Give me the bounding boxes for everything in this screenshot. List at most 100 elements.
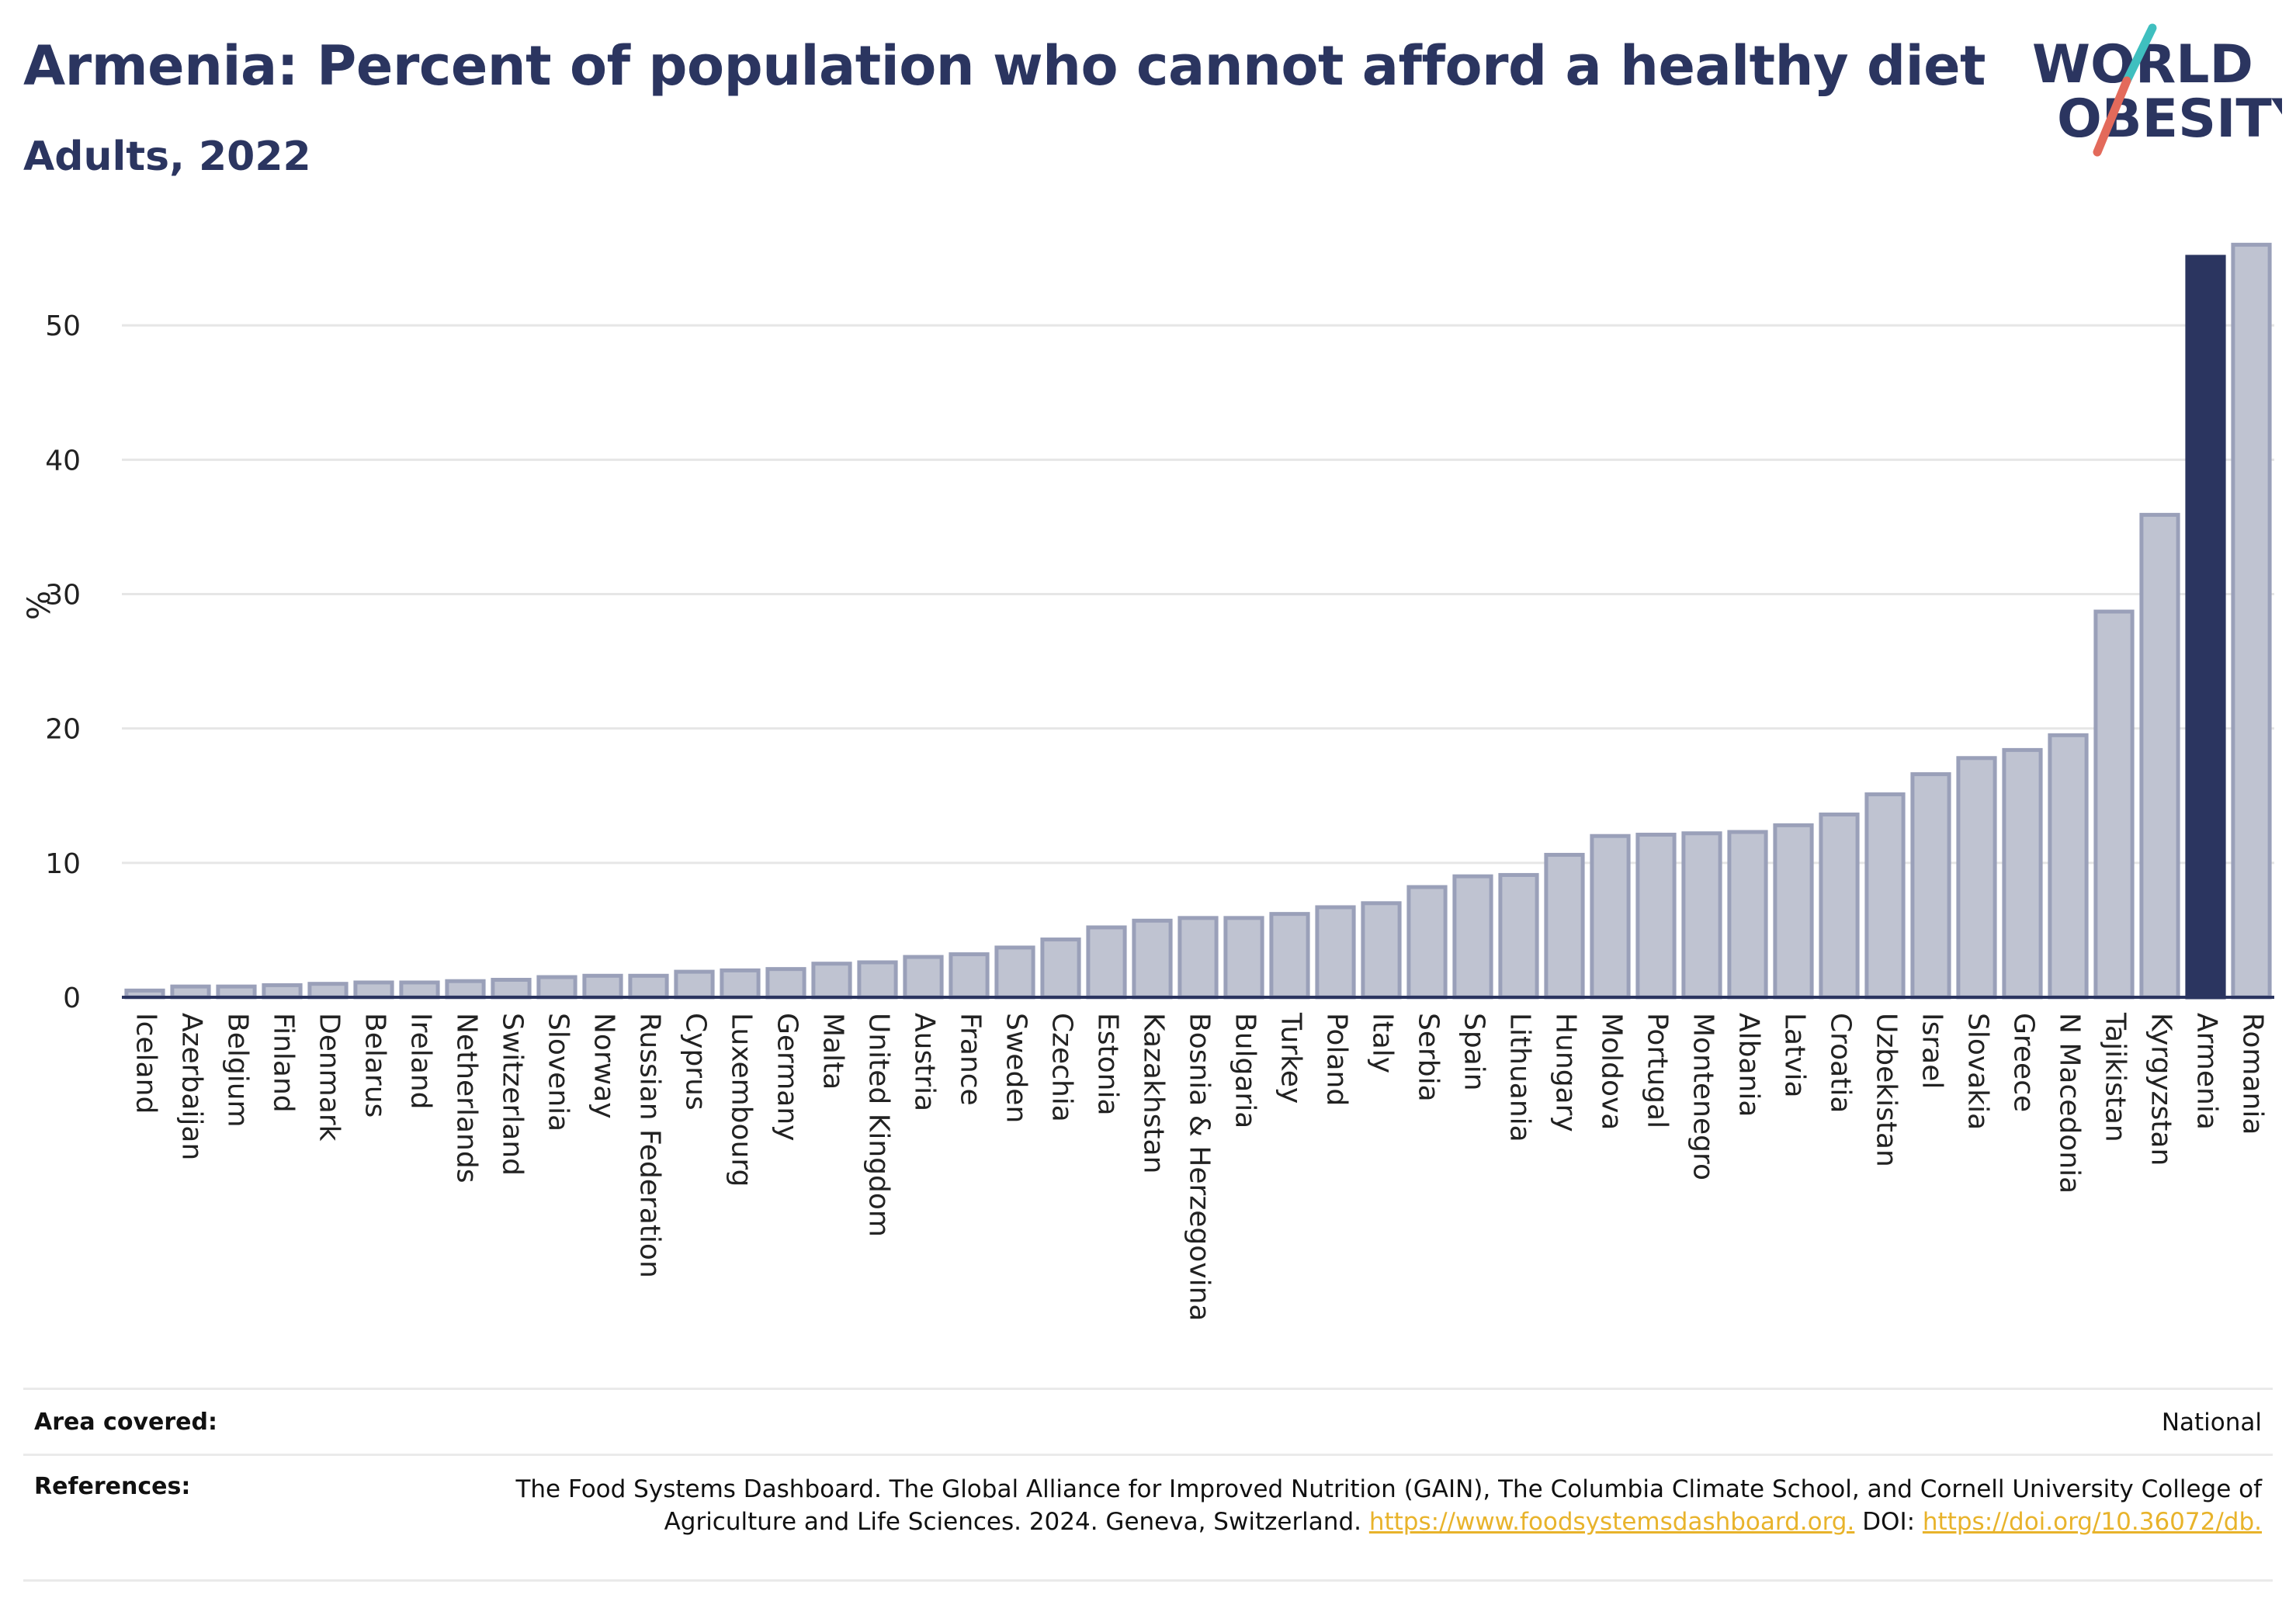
bar xyxy=(1269,912,1310,1000)
references-text-1: The Food Systems Dashboard. The Global A… xyxy=(515,1475,2262,1536)
x-tick-label: Poland xyxy=(1321,1013,1353,1106)
bar xyxy=(1590,834,1631,1000)
x-tick-label: Kyrgyzstan xyxy=(2145,1013,2177,1166)
x-tick-label: N Macedonia xyxy=(2054,1013,2086,1194)
bar xyxy=(2185,255,2226,1000)
x-tick-label: Belgium xyxy=(222,1013,254,1128)
bar xyxy=(307,982,349,1000)
x-tick-label: Norway xyxy=(588,1013,620,1119)
logo-slash-coral xyxy=(2093,76,2131,157)
bar xyxy=(1498,872,1539,1000)
bar xyxy=(857,960,898,1000)
x-tick-label: Latvia xyxy=(1779,1013,1811,1098)
bar xyxy=(1177,916,1219,1000)
x-tick-label: Montenegro xyxy=(1687,1013,1719,1180)
bar xyxy=(1727,830,1768,1000)
bar xyxy=(170,984,211,1000)
x-tick-label: Germany xyxy=(772,1013,803,1141)
references-label: References: xyxy=(34,1473,191,1500)
bar-chart: 0 10 20 30 40 50% Iceland Azerbaijan Belgium Finl… xyxy=(22,242,2274,1321)
y-tick-label: 0 xyxy=(63,983,81,1014)
bar xyxy=(949,952,990,1000)
bar xyxy=(2002,747,2043,1000)
bar xyxy=(674,969,715,1000)
doi-link[interactable]: https://doi.org/10.36072/db. xyxy=(1922,1508,2262,1536)
bar xyxy=(1315,905,1356,1000)
bar xyxy=(811,962,852,1000)
area-covered-row: Area covered: National xyxy=(23,1388,2273,1454)
x-tick-label: Slovenia xyxy=(543,1013,574,1132)
x-tick-label: Finland xyxy=(268,1013,300,1113)
bar xyxy=(1544,852,1585,1000)
x-tick-label: Luxembourg xyxy=(726,1013,758,1187)
bar xyxy=(903,955,944,1000)
x-tick-label: Malta xyxy=(817,1013,849,1090)
bar xyxy=(1223,916,1264,1000)
chart-footer: Area covered: National References: The F… xyxy=(23,1388,2273,1582)
bar xyxy=(1406,885,1448,1000)
bar xyxy=(582,973,623,1000)
references-text-2: DOI: xyxy=(1862,1508,1916,1536)
x-tick-label: Kazakhstan xyxy=(1138,1013,1170,1173)
references-text: The Food Systems Dashboard. The Global A… xyxy=(399,1473,2262,1538)
bar xyxy=(994,945,1035,1000)
bar xyxy=(445,979,486,1000)
x-tick-label: Ireland xyxy=(405,1013,437,1110)
bar xyxy=(353,980,394,1000)
bar xyxy=(1773,823,1814,1000)
bar xyxy=(1635,832,1677,1000)
bar xyxy=(1132,918,1173,1000)
x-tick-label: Bosnia & Herzegovina xyxy=(1184,1013,1216,1321)
x-tick-label: Greece xyxy=(2008,1013,2040,1112)
bar xyxy=(2139,512,2180,1000)
x-tick-label: Croatia xyxy=(1825,1013,1857,1113)
bar xyxy=(1819,813,1860,1000)
bar xyxy=(720,968,761,1000)
x-tick-label: Hungary xyxy=(1550,1013,1582,1132)
bar xyxy=(1361,901,1402,1000)
bar xyxy=(216,984,257,1000)
x-tick-label: Switzerland xyxy=(497,1013,529,1176)
x-tick-label: Italy xyxy=(1367,1013,1399,1073)
logo-line-2: OBESITY xyxy=(2057,88,2282,150)
x-tick-label: Sweden xyxy=(1001,1013,1032,1123)
x-tick-label: Moldova xyxy=(1596,1013,1628,1130)
bar xyxy=(1086,925,1127,1000)
food-systems-dashboard-link[interactable]: https://www.foodsystemsdashboard.org. xyxy=(1368,1508,1855,1536)
y-tick-label: 50 xyxy=(45,310,81,342)
x-tick-label: Slovakia xyxy=(1962,1013,1994,1130)
bar xyxy=(765,967,806,1000)
y-tick-label: 10 xyxy=(45,848,81,880)
x-tick-label: Tajikistan xyxy=(2100,1012,2131,1142)
logo-slash-teal xyxy=(2122,23,2157,85)
y-axis-label: % xyxy=(22,591,57,620)
area-covered-value: National xyxy=(2161,1409,2262,1437)
x-tick-label: Spain xyxy=(1458,1013,1490,1091)
x-tick-label: Denmark xyxy=(314,1013,345,1142)
x-tick-label: Belarus xyxy=(359,1013,391,1118)
x-tick-label: Portugal xyxy=(1642,1013,1673,1128)
bar xyxy=(491,977,532,1000)
x-tick-label: Netherlands xyxy=(451,1013,483,1183)
bar xyxy=(2093,609,2135,1000)
x-tick-label: Azerbaijan xyxy=(176,1013,208,1160)
x-tick-label: Israel xyxy=(1916,1013,1948,1089)
x-tick-label: United Kingdom xyxy=(863,1013,895,1237)
bar xyxy=(2048,733,2089,1000)
bar xyxy=(262,983,303,1000)
area-covered-label: Area covered: xyxy=(34,1409,217,1436)
bar xyxy=(1040,938,1081,1000)
bar xyxy=(1864,792,1906,1000)
chart-title: Armenia: Percent of population who canno… xyxy=(23,34,1986,98)
x-tick-label: Estonia xyxy=(1092,1013,1124,1116)
bar xyxy=(628,973,669,1000)
bar xyxy=(1956,756,1997,1000)
x-tick-label: Bulgaria xyxy=(1230,1013,1261,1128)
bar xyxy=(399,980,440,1000)
x-tick-label: Albania xyxy=(1733,1013,1765,1117)
x-tick-label: Czechia xyxy=(1046,1013,1078,1122)
bar xyxy=(1681,831,1722,1000)
x-tick-label: France xyxy=(955,1013,987,1106)
x-tick-label: Lithuania xyxy=(1504,1013,1536,1142)
references-row: References: The Food Systems Dashboard. … xyxy=(23,1454,2273,1582)
